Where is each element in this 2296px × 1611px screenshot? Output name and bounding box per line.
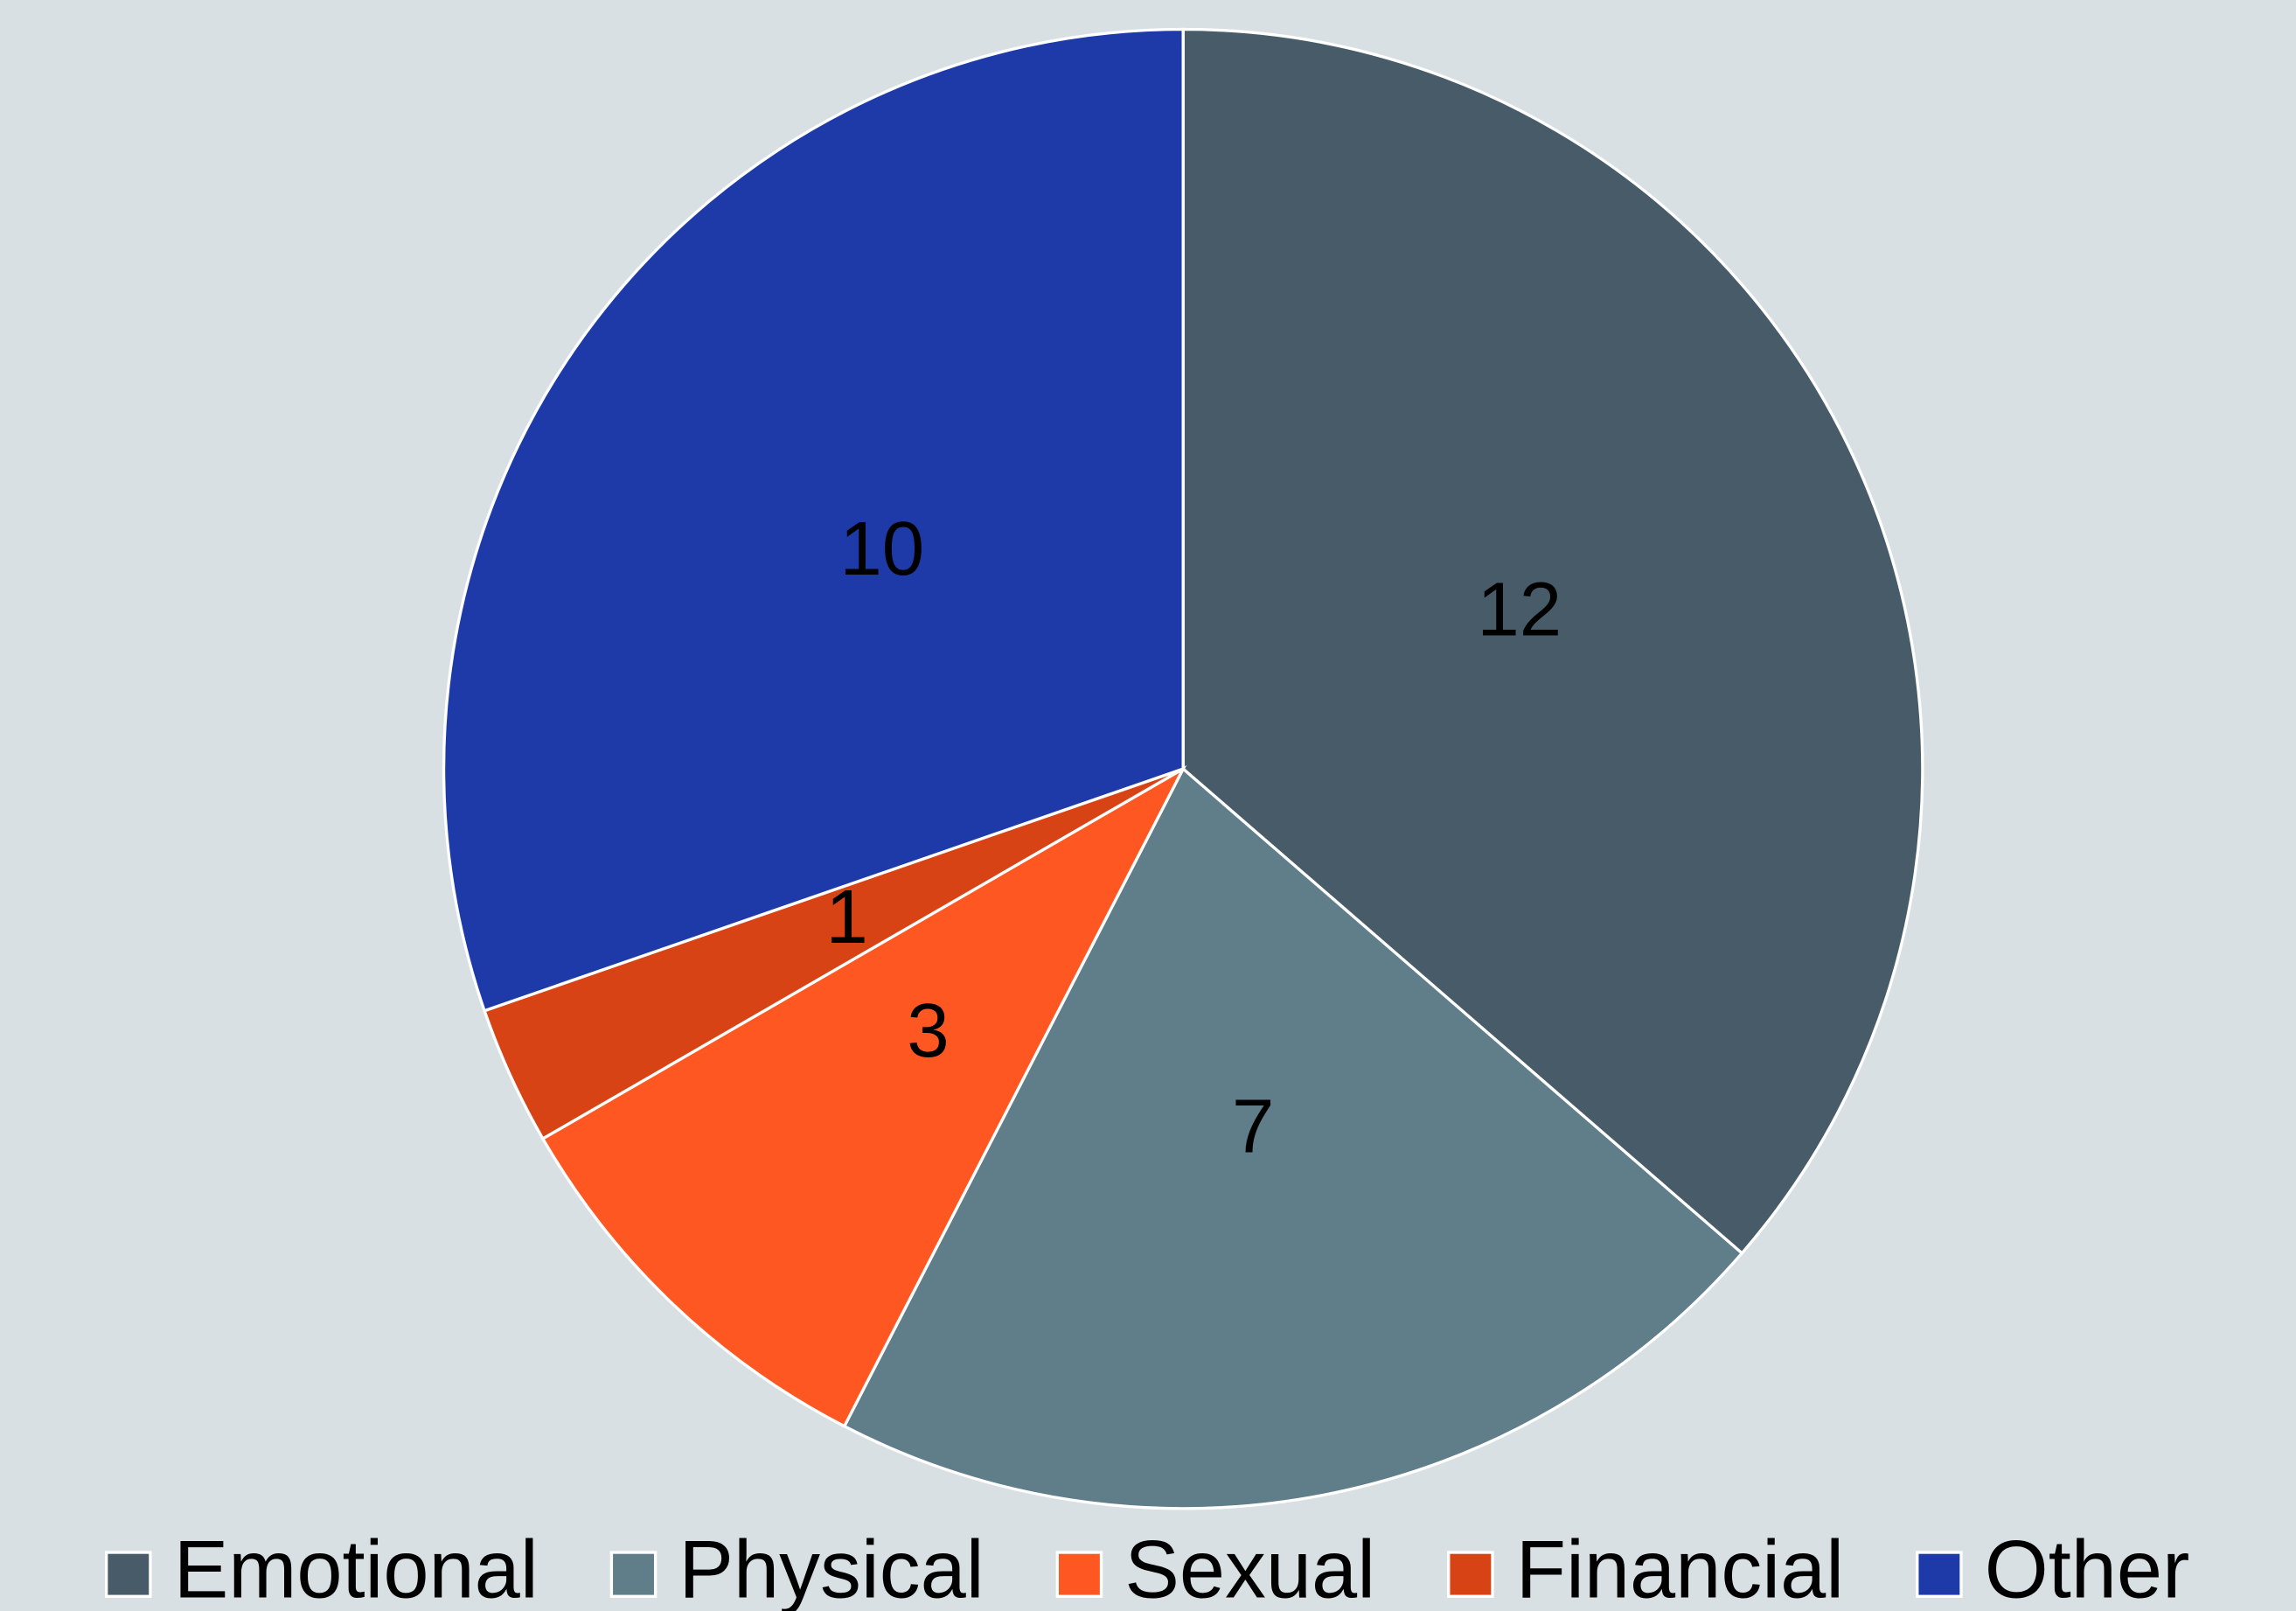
- pie-slice: [540, 764, 1187, 1429]
- legend-swatch: [105, 1551, 152, 1598]
- legend-label: Sexual: [1124, 1524, 1375, 1611]
- data-label: 3: [907, 988, 949, 1073]
- legend-swatch: [1916, 1551, 1963, 1598]
- legend-label: Other: [1985, 1524, 2190, 1611]
- legend-swatch: [1055, 1551, 1103, 1598]
- pie-slice: [1181, 27, 1924, 1256]
- data-label: 12: [1477, 567, 1562, 652]
- pie-slice: [842, 766, 1744, 1510]
- legend-label: Emotional: [174, 1524, 539, 1611]
- legend-label: Financial: [1516, 1524, 1844, 1611]
- data-label: 10: [839, 506, 924, 591]
- data-label: 7: [1232, 1084, 1274, 1168]
- legend-label: Physical: [678, 1524, 984, 1611]
- legend-swatch: [1447, 1551, 1494, 1598]
- legend-swatch: [609, 1551, 657, 1598]
- pie-slice: [442, 27, 1185, 1013]
